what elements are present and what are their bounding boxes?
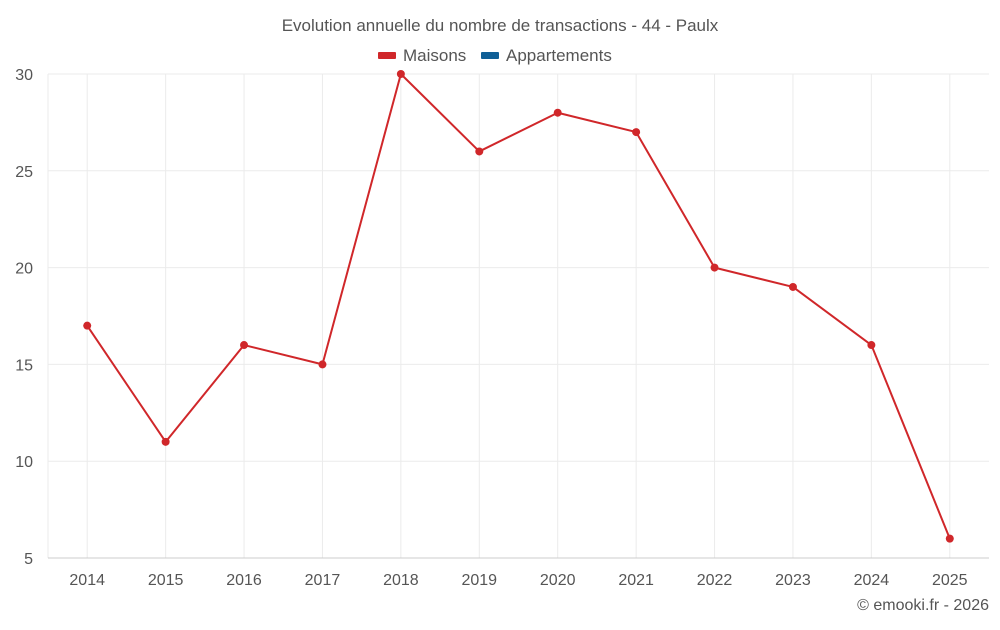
y-tick-label: 5 bbox=[24, 551, 33, 568]
data-point[interactable] bbox=[396, 70, 405, 78]
legend-label-maisons: Maisons bbox=[403, 46, 466, 65]
x-tick-label: 2020 bbox=[540, 572, 576, 589]
series-line-maisons bbox=[86, 73, 951, 540]
y-tick-label: 30 bbox=[15, 67, 33, 84]
y-tick-label: 25 bbox=[15, 164, 33, 181]
legend-label-appartements: Appartements bbox=[506, 46, 612, 65]
x-tick-label: 2022 bbox=[697, 572, 733, 589]
data-point[interactable] bbox=[161, 437, 170, 446]
x-tick-label: 2015 bbox=[148, 572, 184, 589]
data-point[interactable] bbox=[710, 263, 719, 272]
x-tick-label: 2025 bbox=[932, 572, 968, 589]
credit-text: © emooki.fr - 2026 bbox=[857, 597, 989, 614]
grid-lines bbox=[48, 73, 989, 558]
data-point[interactable] bbox=[83, 321, 92, 330]
data-point[interactable] bbox=[867, 341, 876, 350]
x-tick-label: 2021 bbox=[618, 572, 654, 589]
legend-swatch-maisons bbox=[378, 52, 396, 59]
legend-item-appartements[interactable]: Appartements bbox=[481, 46, 612, 65]
x-tick-label: 2019 bbox=[461, 572, 497, 589]
data-point[interactable] bbox=[475, 147, 484, 156]
y-tick-label: 20 bbox=[15, 261, 33, 278]
chart-title: Evolution annuelle du nombre de transact… bbox=[282, 16, 719, 35]
x-tick-label: 2024 bbox=[854, 572, 890, 589]
x-tick-label: 2017 bbox=[305, 572, 341, 589]
y-tick-label: 15 bbox=[15, 357, 33, 374]
x-tick-label: 2016 bbox=[226, 572, 262, 589]
legend-swatch-appartements bbox=[481, 52, 499, 59]
data-point[interactable] bbox=[632, 128, 641, 137]
x-tick-label: 2023 bbox=[775, 572, 811, 589]
y-tick-label: 10 bbox=[15, 454, 33, 471]
data-point[interactable] bbox=[240, 341, 249, 350]
data-point[interactable] bbox=[945, 534, 954, 543]
x-tick-label: 2018 bbox=[383, 572, 419, 589]
legend-item-maisons[interactable]: Maisons bbox=[378, 46, 466, 65]
legend: Maisons Appartements bbox=[378, 46, 612, 65]
data-point[interactable] bbox=[788, 282, 797, 291]
data-point[interactable] bbox=[553, 108, 562, 117]
data-point[interactable] bbox=[318, 360, 327, 369]
x-tick-label: 2014 bbox=[69, 572, 105, 589]
series-layer bbox=[83, 70, 954, 543]
